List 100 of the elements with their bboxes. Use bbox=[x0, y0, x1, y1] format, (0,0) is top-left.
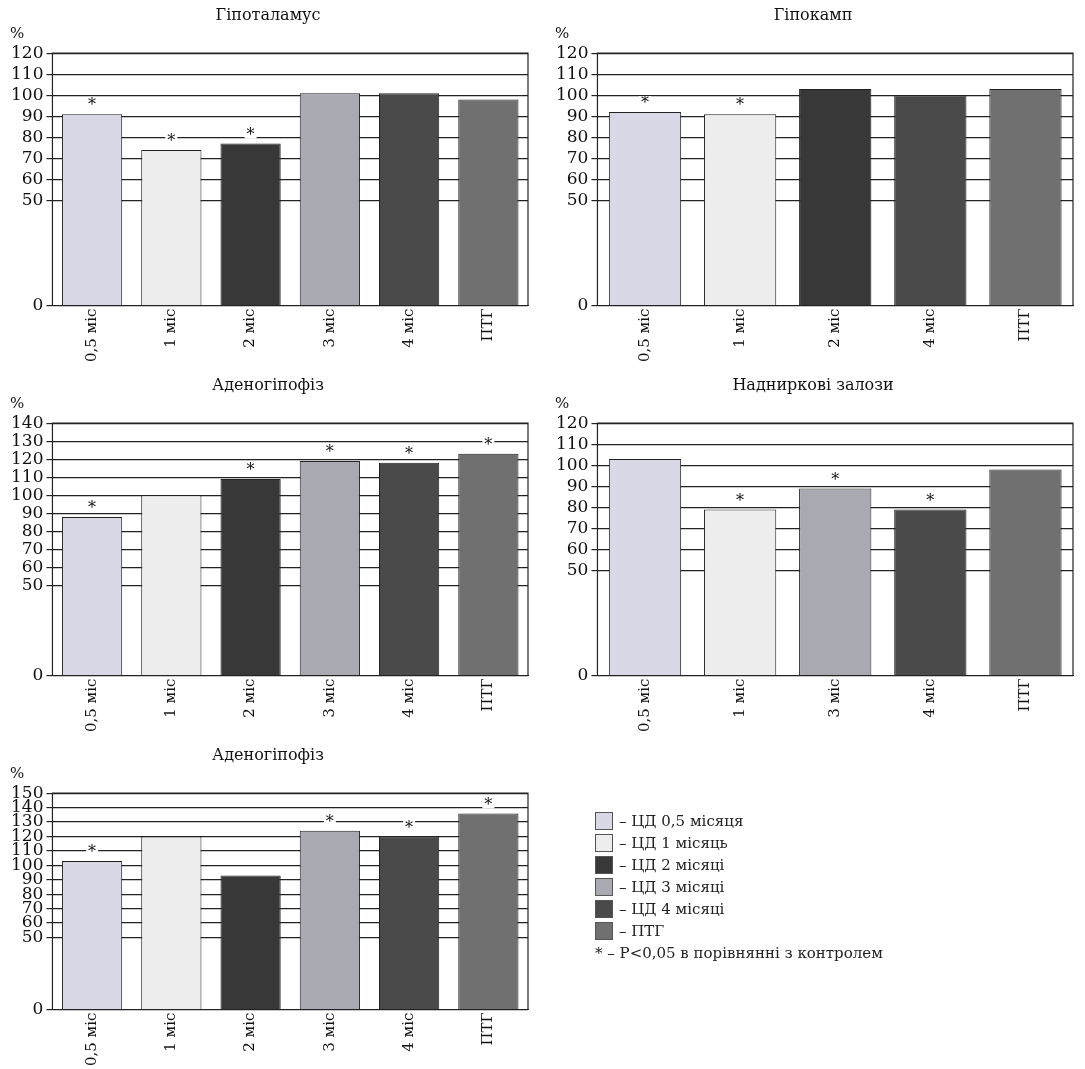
y-tick-label: 50 bbox=[21, 188, 44, 209]
x-tick-label: 4 міс bbox=[399, 1012, 417, 1052]
y-tick-label: 60 bbox=[21, 555, 44, 576]
annotation: * bbox=[88, 95, 97, 115]
annotation: * bbox=[246, 124, 255, 144]
y-tick-label: 120 bbox=[10, 41, 44, 62]
text: * – P<0,05 в порівнянні з контролем bbox=[595, 943, 883, 964]
x-tick-label: 3 міс bbox=[825, 678, 844, 718]
legend-label: – ЦД 4 місяці bbox=[619, 899, 725, 920]
y-tick-label: 90 bbox=[21, 501, 44, 522]
x-tick-label: 4 міс bbox=[399, 308, 417, 348]
y-axis-title: % bbox=[555, 23, 570, 42]
x-tick-label: 4 міс bbox=[920, 308, 939, 348]
y-axis-title: % bbox=[10, 23, 25, 42]
y-tick-label: 100 bbox=[10, 483, 44, 504]
annotation: * bbox=[246, 460, 255, 480]
x-tick-label: 3 міс bbox=[319, 308, 338, 348]
annotation: * bbox=[484, 434, 493, 454]
x-tick-label: 1 міс bbox=[730, 678, 748, 718]
x-tick-label: ПТГ bbox=[478, 1012, 497, 1046]
legend-label: – ПТГ bbox=[619, 921, 665, 942]
x-tick-label: 0,5 міс bbox=[81, 1012, 100, 1067]
annotation: * bbox=[484, 794, 493, 814]
y-tick-label: 100 bbox=[10, 83, 44, 104]
y-tick-label: 70 bbox=[21, 146, 44, 167]
y-axis-title: % bbox=[555, 393, 570, 412]
y-tick-label: 0 bbox=[32, 663, 44, 684]
annotation: * bbox=[736, 95, 745, 115]
y-tick-label: 50 bbox=[566, 558, 589, 579]
y-axis-title: % bbox=[10, 763, 25, 782]
y-tick-label: 0 bbox=[32, 997, 44, 1018]
y-tick-label: 80 bbox=[21, 519, 44, 540]
y-tick-label: 140 bbox=[10, 411, 44, 432]
y-tick-label: 50 bbox=[21, 573, 44, 594]
y-tick-label: 60 bbox=[566, 537, 589, 558]
x-tick-label: 4 міс bbox=[920, 678, 939, 718]
chart-title: Гіпокамп bbox=[773, 4, 853, 24]
y-tick-label: 0 bbox=[577, 663, 589, 684]
y-tick-label: 80 bbox=[566, 495, 589, 516]
x-tick-label: 2 міс bbox=[825, 308, 844, 348]
y-tick-label: 110 bbox=[10, 62, 44, 83]
x-tick-label: 1 міс bbox=[161, 308, 180, 348]
chart-title: Надниркові залози bbox=[732, 374, 894, 394]
y-tick-label: 0 bbox=[32, 293, 44, 314]
y-tick-label: 60 bbox=[566, 167, 589, 188]
annotation: * bbox=[405, 444, 414, 464]
y-tick-label: 80 bbox=[566, 125, 589, 146]
x-tick-label: 1 міс bbox=[161, 678, 180, 718]
x-tick-label: 3 міс bbox=[319, 1012, 338, 1052]
annotation: * bbox=[405, 817, 414, 837]
y-axis-title: % bbox=[10, 393, 25, 412]
y-tick-label: 90 bbox=[21, 104, 44, 125]
x-tick-label: 4 міс bbox=[399, 678, 417, 718]
x-tick-label: 2 міс bbox=[240, 1012, 259, 1052]
x-tick-label: 1 міс bbox=[161, 1012, 180, 1052]
x-tick-label: 3 міс bbox=[319, 678, 338, 718]
x-tick-label: ПТГ bbox=[478, 308, 497, 342]
annotation: * bbox=[641, 93, 649, 113]
annotation: * bbox=[167, 131, 176, 151]
y-tick-label: 50 bbox=[566, 188, 589, 209]
y-tick-label: 100 bbox=[555, 83, 589, 104]
chart-title: Гіпоталамус bbox=[215, 4, 321, 24]
chart-title: Аденогіпофіз bbox=[212, 374, 324, 394]
y-tick-label: 70 bbox=[21, 537, 44, 558]
x-tick-label: 0,5 міс bbox=[634, 678, 653, 733]
legend-label: – ЦД 0,5 місяця bbox=[619, 811, 744, 832]
y-tick-label: 60 bbox=[21, 167, 44, 188]
y-tick-label: 120 bbox=[10, 447, 44, 468]
y-tick-label: 120 bbox=[555, 41, 589, 62]
y-tick-label: 110 bbox=[555, 62, 589, 83]
x-tick-label: 2 міс bbox=[240, 308, 259, 348]
chart-title: Аденогіпофіз bbox=[212, 744, 324, 764]
annotation: * bbox=[325, 811, 334, 831]
x-tick-label: ПТГ bbox=[478, 678, 497, 712]
y-tick-label: 110 bbox=[10, 465, 44, 486]
legend-label: – ЦД 1 місяць bbox=[619, 833, 728, 854]
y-tick-label: 70 bbox=[566, 516, 589, 537]
x-tick-label: 0,5 міс bbox=[81, 308, 100, 363]
y-tick-label: 120 bbox=[555, 411, 589, 432]
y-tick-label: 90 bbox=[566, 104, 589, 125]
x-tick-label: 0,5 міс bbox=[634, 308, 653, 363]
annotation: * bbox=[736, 490, 745, 510]
y-tick-label: 130 bbox=[10, 429, 44, 450]
x-tick-label: 1 міс bbox=[730, 308, 748, 348]
y-tick-label: 100 bbox=[555, 453, 589, 474]
x-tick-label: ПТГ bbox=[1015, 678, 1034, 712]
y-tick-label: 90 bbox=[566, 474, 589, 495]
x-tick-label: 0,5 міс bbox=[81, 678, 100, 733]
y-tick-label: 110 bbox=[555, 432, 589, 453]
y-tick-label: 80 bbox=[21, 125, 44, 146]
y-tick-label: 0 bbox=[577, 293, 589, 314]
legend-label: – ЦД 2 місяці bbox=[619, 855, 725, 876]
annotation: * bbox=[88, 842, 97, 862]
x-tick-label: ПТГ bbox=[1015, 308, 1034, 342]
legend-label: – ЦД 3 місяці bbox=[619, 877, 725, 898]
y-tick-label: 70 bbox=[566, 146, 589, 167]
x-tick-label: 2 міс bbox=[240, 678, 259, 718]
annotation: * bbox=[88, 498, 97, 518]
annotation: * bbox=[325, 442, 334, 462]
annotation: * bbox=[926, 490, 935, 510]
